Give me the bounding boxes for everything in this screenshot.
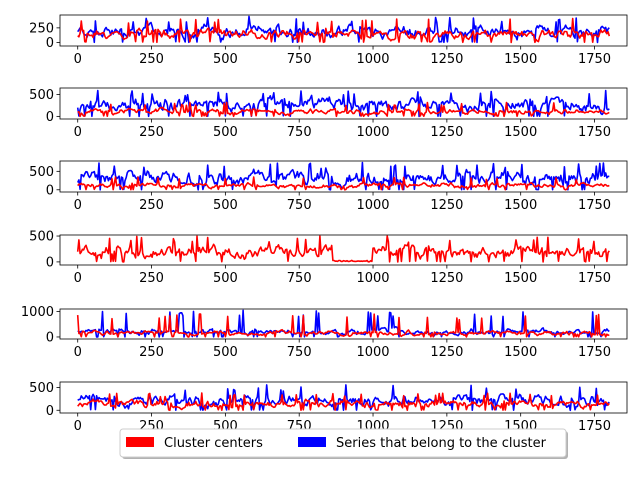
y-tick-label: 500 <box>29 381 54 396</box>
x-tick-label: 1250 <box>430 345 463 360</box>
axes-frame-1 <box>59 14 628 47</box>
x-tick-label: 750 <box>287 125 312 140</box>
axes-frame-2 <box>59 87 628 120</box>
legend-box <box>119 428 567 458</box>
series-line-center-1 <box>77 17 611 44</box>
series-line-center-6 <box>77 392 610 412</box>
y-tick-label: 1000 <box>21 305 54 320</box>
y-tick-label: 500 <box>29 88 54 103</box>
x-tick-label: 750 <box>287 52 312 67</box>
x-tick-label: 1750 <box>578 271 611 286</box>
x-tick-label: 1250 <box>430 125 463 140</box>
x-tick-label: 1250 <box>430 271 463 286</box>
x-tick-label: 1000 <box>356 125 389 140</box>
x-tick-label: 1250 <box>430 198 463 213</box>
subplot-5: 0 250 500 750 1000 1250 1500 1750 0 1000 <box>21 305 628 360</box>
x-tick-label: 250 <box>139 52 164 67</box>
legend: Cluster centers Series that belong to the… <box>119 428 568 459</box>
legend-label-2: Series that belong to the cluster <box>336 436 547 451</box>
y-tick-label: 0 <box>46 330 54 345</box>
x-tick-label: 0 <box>74 271 82 286</box>
x-tick-label: 250 <box>139 345 164 360</box>
x-tick-label: 1500 <box>504 52 537 67</box>
x-tick-label: 500 <box>213 52 238 67</box>
x-tick-label: 0 <box>74 198 82 213</box>
y-tick-label: 0 <box>46 183 54 198</box>
x-tick-label: 250 <box>139 271 164 286</box>
x-tick-label: 0 <box>74 345 82 360</box>
series-line-members-2 <box>76 89 610 118</box>
series-line-members-6 <box>77 384 610 412</box>
series-line-center-5 <box>76 313 610 338</box>
x-tick-label: 1000 <box>356 198 389 213</box>
axes-frame-3 <box>59 160 628 193</box>
legend-swatch-2 <box>298 437 326 447</box>
x-tick-label: 1000 <box>356 52 389 67</box>
x-tick-label: 500 <box>213 125 238 140</box>
y-tick-label: 0 <box>46 110 54 125</box>
x-tick-label: 1750 <box>578 125 611 140</box>
legend-label-1: Cluster centers <box>164 436 263 451</box>
legend-swatch-1 <box>126 437 154 447</box>
y-tick-label: 500 <box>29 165 54 180</box>
x-tick-label: 1500 <box>504 198 537 213</box>
axes-frame-5 <box>59 308 628 340</box>
x-tick-label: 750 <box>287 198 312 213</box>
axes-frame-4 <box>59 234 628 266</box>
x-tick-label: 1250 <box>430 52 463 67</box>
subplot-3: 0 250 500 750 1000 1250 1500 1750 0 500 <box>29 160 628 213</box>
x-tick-label: 1750 <box>578 345 611 360</box>
subplot-2: 0 250 500 750 1000 1250 1500 1750 0 500 <box>29 87 628 140</box>
series-line-center-2 <box>77 101 610 118</box>
series-line-center-4 <box>76 235 610 263</box>
x-tick-label: 750 <box>287 271 312 286</box>
y-tick-label: 250 <box>29 21 54 36</box>
series-line-center-3 <box>77 176 610 191</box>
subplot-4: 0 250 500 750 1000 1250 1500 1750 0 500 <box>29 230 628 286</box>
x-tick-label: 500 <box>213 271 238 286</box>
x-tick-label: 500 <box>213 345 238 360</box>
x-tick-label: 500 <box>213 198 238 213</box>
x-tick-label: 1750 <box>578 198 611 213</box>
x-tick-label: 0 <box>74 125 82 140</box>
x-tick-label: 1000 <box>356 271 389 286</box>
y-tick-label: 500 <box>29 230 54 245</box>
y-tick-label: 0 <box>46 255 54 270</box>
x-tick-label: 250 <box>139 198 164 213</box>
x-tick-label: 0 <box>74 52 82 67</box>
y-tick-label: 0 <box>46 404 54 419</box>
x-tick-label: 1000 <box>356 345 389 360</box>
x-tick-label: 0 <box>74 419 82 434</box>
x-tick-label: 750 <box>287 345 312 360</box>
x-tick-label: 1500 <box>504 125 537 140</box>
axes-frame-6 <box>59 381 628 414</box>
x-tick-label: 1750 <box>578 419 611 434</box>
y-tick-label: 0 <box>46 36 54 51</box>
x-tick-label: 1500 <box>504 271 537 286</box>
x-tick-label: 250 <box>139 125 164 140</box>
x-tick-label: 1500 <box>504 345 537 360</box>
x-tick-label: 1750 <box>578 52 611 67</box>
